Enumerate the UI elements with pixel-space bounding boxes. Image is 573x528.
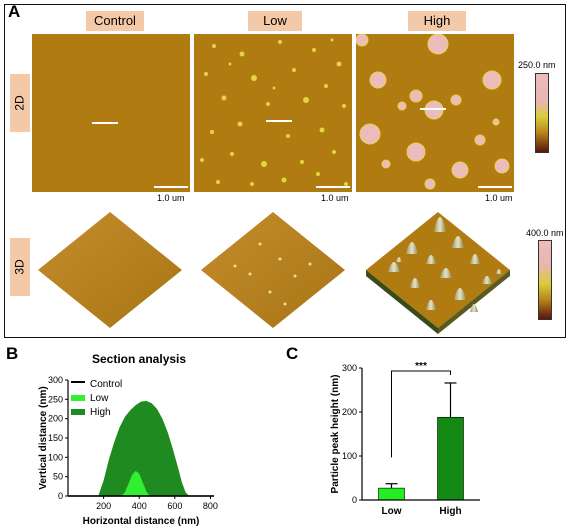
legend-label-control: Control xyxy=(90,379,122,390)
scale-bar-label-high: 1.0 um xyxy=(485,193,513,203)
afm-3d-low-bumps xyxy=(233,242,312,306)
scale-bar-label-control: 1.0 um xyxy=(157,193,185,203)
row-label-3d-text: 3D xyxy=(13,259,27,275)
afm-3d-high-edge xyxy=(366,270,438,334)
x-axis-label: Horizontal distance (nm) xyxy=(83,516,200,527)
colorbar-2d-label: 250.0 nm xyxy=(518,60,556,70)
column-label-high: High xyxy=(408,11,466,31)
section-line-high xyxy=(420,108,446,110)
significance-label: *** xyxy=(415,361,427,372)
section-line-low xyxy=(266,120,292,122)
series-high-area xyxy=(68,400,214,496)
column-label-control: Control xyxy=(86,11,144,31)
legend-label-high: High xyxy=(90,407,111,418)
panel-b-title: Section analysis xyxy=(92,352,187,366)
afm-3d-views xyxy=(38,212,510,334)
row-label-3d: 3D xyxy=(10,238,30,296)
y-axis-label: Particle peak height (nm) xyxy=(330,375,341,494)
bar-low xyxy=(378,487,405,501)
y-tick-label: 0 xyxy=(352,495,357,505)
legend-swatch-low xyxy=(71,395,85,401)
y-tick-label: 150 xyxy=(48,433,63,443)
afm-3d-control xyxy=(38,212,182,328)
scale-bar-high xyxy=(478,186,512,188)
scale-bar-control xyxy=(154,186,188,188)
panel-c-letter: C xyxy=(286,344,299,363)
y-axis-label: Vertical distance (nm) xyxy=(38,386,49,489)
y-tick-label: 50 xyxy=(53,472,63,482)
y-tick-label: 300 xyxy=(342,363,357,373)
afm-3d-low xyxy=(201,212,345,328)
low-particles xyxy=(200,38,348,186)
x-tick-label: 400 xyxy=(132,501,147,511)
peak-height-chart: Low High 0 100 200 300 *** Particle peak height… xyxy=(330,361,480,517)
x-tick-label-high: High xyxy=(439,506,461,517)
afm-2d-low xyxy=(194,34,352,192)
column-label-low: Low xyxy=(248,11,302,31)
colorbar-2d xyxy=(535,73,549,153)
colorbar-3d-label: 400.0 nm xyxy=(526,228,564,238)
panel-a-letter: A xyxy=(8,2,21,21)
scale-bar-low xyxy=(316,186,350,188)
y-tick-label: 0 xyxy=(58,491,63,501)
row-label-2d: 2D xyxy=(10,74,30,132)
row-label-2d-text: 2D xyxy=(13,95,27,111)
panel-b-letter: B xyxy=(6,344,19,363)
x-tick-label: 600 xyxy=(167,501,182,511)
scale-bar-label-low: 1.0 um xyxy=(321,193,349,203)
bar-high xyxy=(437,416,464,501)
x-tick-label: 800 xyxy=(203,501,218,511)
y-tick-label: 250 xyxy=(48,394,63,404)
legend-swatch-high xyxy=(71,409,85,415)
x-tick-label: 200 xyxy=(96,501,111,511)
panel-a-frame xyxy=(4,4,566,338)
colorbar-3d xyxy=(538,240,552,320)
y-tick-label: 300 xyxy=(48,375,63,385)
significance-bracket xyxy=(391,370,451,458)
afm-3d-high-edge-right xyxy=(438,270,510,334)
afm-2d-high xyxy=(356,34,514,192)
y-tick-label: 100 xyxy=(48,452,63,462)
y-tick-label: 200 xyxy=(48,414,63,424)
legend-label-low: Low xyxy=(90,393,109,404)
high-particles xyxy=(356,34,510,190)
y-tick-label: 100 xyxy=(342,451,357,461)
section-analysis-chart: 0 50 100 150 200 250 300 200 400 600 800Horizontal… xyxy=(38,375,218,527)
x-tick-label-low: Low xyxy=(382,506,402,517)
y-tick-label: 200 xyxy=(342,407,357,417)
afm-2d-control xyxy=(32,34,190,192)
series-low-area xyxy=(68,470,214,496)
section-line-control xyxy=(92,122,118,124)
afm-3d-high-cones xyxy=(388,217,502,312)
legend-swatch-control xyxy=(71,381,85,383)
